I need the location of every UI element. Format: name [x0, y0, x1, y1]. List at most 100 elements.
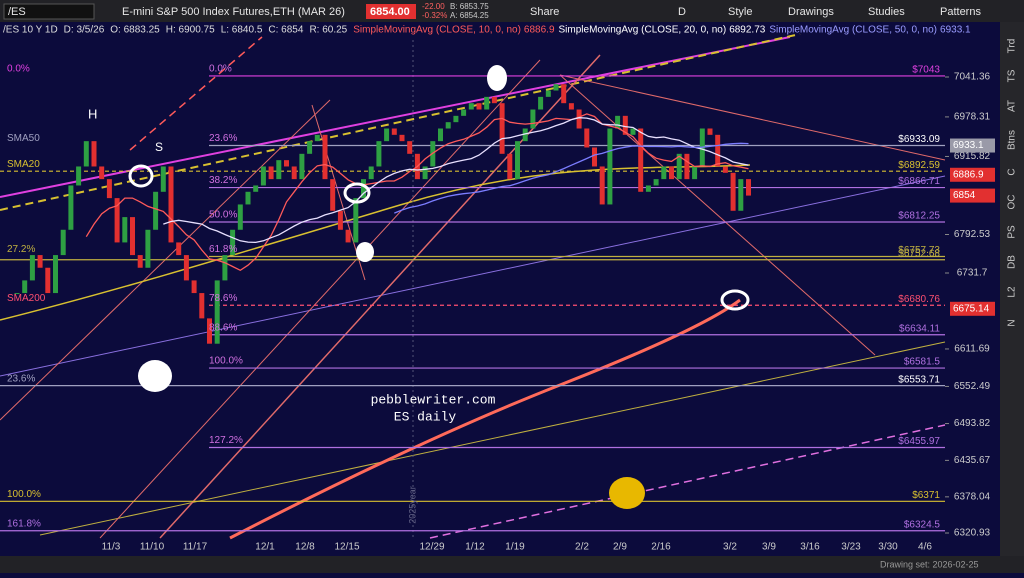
marker [720, 289, 750, 311]
patterns-button[interactable]: Patterns [940, 6, 981, 18]
marks [0, 75, 949, 534]
side-tab[interactable]: OC [1007, 195, 1018, 210]
candle [361, 179, 366, 199]
style-button[interactable]: Style [728, 6, 752, 18]
candle [692, 166, 698, 180]
date-label: 2/9 [613, 542, 627, 553]
date-label: 3/2 [723, 542, 737, 553]
candle [76, 166, 82, 186]
header-item: R: 60.25 [309, 25, 347, 36]
date-label: 3/30 [878, 542, 898, 553]
long-average [229, 298, 741, 540]
period-button[interactable]: D [678, 6, 686, 18]
level-tag: 23.6% [7, 373, 35, 384]
share-button[interactable]: Share [530, 6, 559, 18]
date-axis [0, 538, 1000, 556]
side-tab[interactable]: C [1007, 168, 1018, 175]
side-tab[interactable]: Btns [1007, 130, 1018, 150]
candle [707, 128, 713, 135]
candle [68, 185, 74, 230]
dashed-trend [0, 33, 801, 211]
candle [276, 160, 282, 180]
date-label: 3/9 [762, 542, 776, 553]
study-value: 6933.1 [940, 25, 971, 36]
moving-average [85, 113, 749, 272]
ask: A: 6854.25 [450, 11, 489, 20]
candle [584, 128, 590, 148]
level-price: $6324.5 [904, 519, 941, 530]
date-label: 4/6 [918, 542, 932, 553]
candle [106, 179, 112, 199]
price-label: 6731.7 [957, 268, 988, 279]
symbol[interactable]: /ES [8, 6, 26, 18]
date-label: 1/19 [505, 542, 525, 553]
candle [730, 172, 736, 211]
candle [29, 255, 35, 281]
side-tab[interactable]: PS [1007, 225, 1018, 239]
candle [153, 191, 159, 230]
candle [191, 280, 197, 294]
candle [468, 103, 474, 110]
candle [145, 229, 151, 268]
symbol-box[interactable] [3, 3, 95, 20]
candle [576, 109, 582, 129]
candle [538, 96, 544, 110]
candle [60, 229, 66, 256]
side-tab[interactable]: N [1007, 319, 1018, 326]
dashed-trend [129, 36, 263, 151]
price-label: 6493.82 [954, 418, 991, 429]
candle [568, 103, 574, 110]
pattern-label: S [155, 140, 163, 154]
candle [91, 141, 97, 167]
side-tab[interactable]: AT [1007, 100, 1018, 112]
trendlines [0, 33, 946, 540]
candle [53, 255, 58, 294]
sma200 [0, 164, 751, 321]
candle [314, 134, 320, 142]
price-label: 6915.82 [954, 151, 991, 162]
candle [345, 229, 351, 243]
marker [487, 65, 507, 91]
date-label: 1/12 [465, 542, 485, 553]
candle [337, 210, 343, 230]
level-price: $6371 [912, 490, 940, 501]
candle [661, 166, 667, 180]
drawing-set: Drawing set: 2026-02-25 [880, 559, 979, 569]
candle [499, 103, 505, 154]
side-tab[interactable]: L2 [1007, 286, 1018, 298]
trend [559, 74, 876, 356]
date-label: 2/2 [575, 542, 589, 553]
side-tab[interactable]: DB [1007, 255, 1018, 269]
header-item: H: 6900.75 [166, 25, 215, 36]
candle [461, 109, 467, 116]
level-tag: 61.8% [209, 244, 237, 255]
side-tab[interactable]: Trd [1007, 39, 1018, 54]
level-tag: 0.0% [7, 64, 30, 75]
candle [122, 217, 128, 243]
level-tag: SMA50 [7, 133, 40, 144]
moving-average [394, 142, 749, 214]
level-tag: 100.0% [7, 489, 41, 500]
candle [183, 255, 189, 281]
candle [222, 255, 228, 281]
side-tab[interactable]: TS [1007, 69, 1018, 82]
candle [268, 166, 274, 180]
candle [592, 147, 597, 167]
level-price: $6553.71 [898, 374, 940, 385]
candle [376, 141, 382, 167]
candle [168, 166, 174, 243]
toolbar [0, 0, 1024, 22]
drawings-button[interactable]: Drawings [788, 6, 834, 18]
candle [491, 96, 497, 104]
studies-button[interactable]: Studies [868, 6, 905, 18]
marker [138, 360, 172, 392]
level-price: $6757.73 [898, 245, 940, 256]
pattern-label: H [88, 106, 97, 121]
candle [615, 115, 621, 129]
price-label: 6792.53 [954, 229, 991, 240]
level-price: $6812.25 [898, 211, 940, 222]
candle [22, 280, 28, 294]
level-tag: 27.2% [7, 244, 35, 255]
candle [669, 166, 674, 180]
candle [399, 134, 405, 142]
